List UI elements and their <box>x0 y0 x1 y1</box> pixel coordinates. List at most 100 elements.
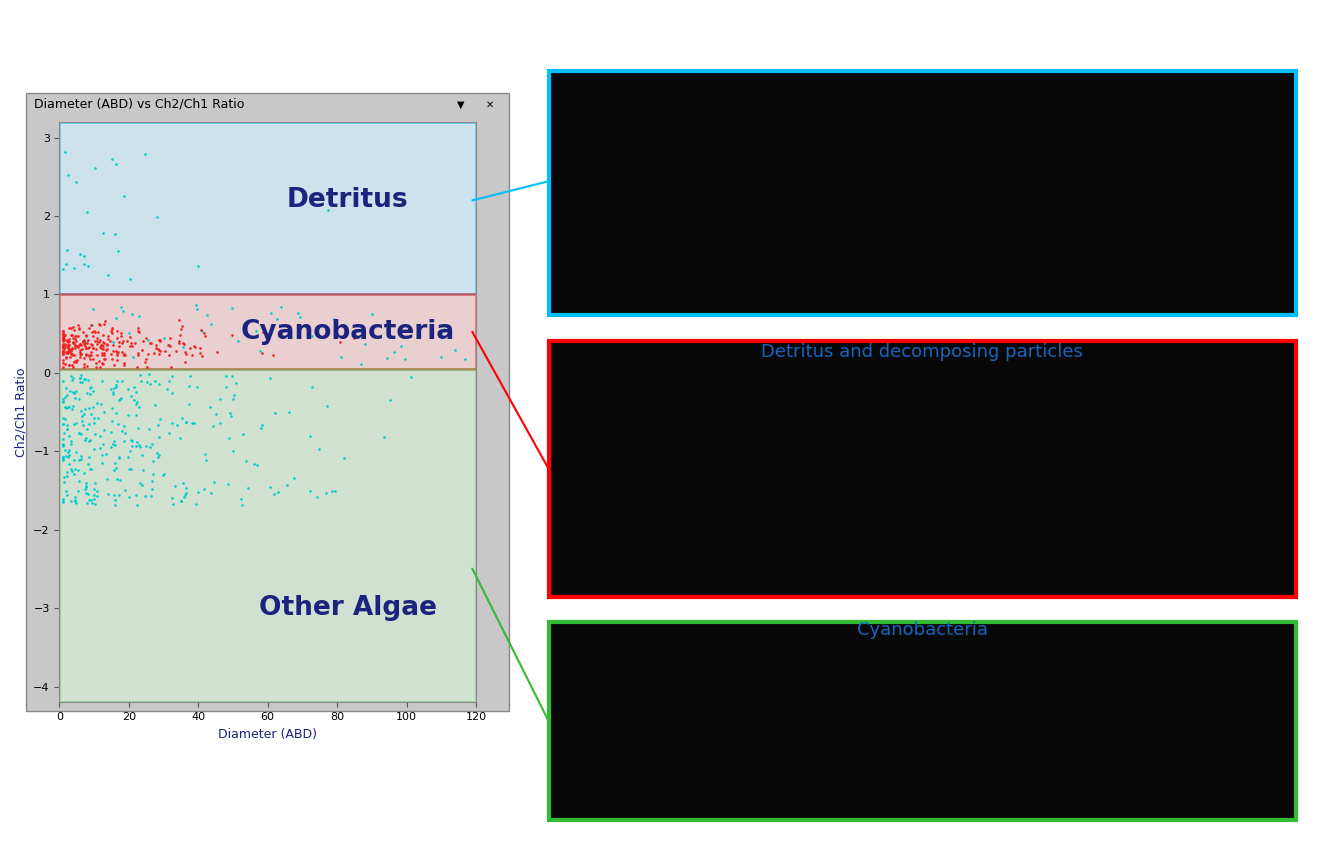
Point <box>103 463 124 476</box>
Point <box>106 461 127 474</box>
Point <box>263 348 284 362</box>
Point <box>159 426 180 440</box>
Point <box>279 405 300 419</box>
Point <box>61 343 82 357</box>
Point <box>112 335 134 348</box>
Point <box>54 413 75 426</box>
Point <box>59 350 81 363</box>
Point <box>75 329 97 342</box>
Point <box>82 352 103 366</box>
Point <box>79 352 100 366</box>
Point <box>56 401 77 415</box>
Point <box>375 352 397 365</box>
Point <box>90 397 111 410</box>
Point <box>57 465 78 479</box>
Point <box>118 450 139 463</box>
Point <box>74 333 95 346</box>
Point <box>93 346 114 360</box>
Point <box>144 374 165 388</box>
Point <box>108 451 130 464</box>
Point <box>53 340 74 353</box>
Point <box>301 380 323 394</box>
Point <box>74 357 95 371</box>
Point <box>106 311 127 325</box>
Point <box>102 387 123 400</box>
Point <box>94 424 115 437</box>
Point <box>344 331 365 345</box>
Point <box>148 418 169 431</box>
Point <box>222 444 243 458</box>
Point <box>91 447 112 461</box>
Point <box>53 439 74 452</box>
Point <box>77 333 98 346</box>
Point <box>59 448 81 462</box>
Point <box>128 400 149 414</box>
Point <box>61 463 82 476</box>
Point <box>127 346 148 360</box>
Point <box>144 398 165 411</box>
Point <box>100 382 122 395</box>
Point <box>66 415 87 429</box>
Point <box>430 350 451 363</box>
Point <box>65 333 86 346</box>
Point <box>89 335 110 348</box>
Point <box>270 300 291 314</box>
Point <box>79 382 100 395</box>
Point <box>127 436 148 449</box>
Point <box>90 318 111 331</box>
Point <box>61 369 82 383</box>
Point <box>86 396 107 410</box>
Point <box>148 342 169 356</box>
Text: ▼: ▼ <box>457 99 464 109</box>
Point <box>382 319 403 332</box>
Point <box>62 341 83 355</box>
Point <box>54 337 75 351</box>
Point <box>93 226 114 240</box>
Point <box>53 394 74 408</box>
Point <box>62 402 83 415</box>
Point <box>112 424 134 437</box>
Text: Detritus and decomposing particles: Detritus and decomposing particles <box>761 343 1083 361</box>
Point <box>395 352 416 366</box>
Point <box>140 489 161 503</box>
Point <box>82 341 103 355</box>
Point <box>69 426 90 440</box>
Point <box>173 337 194 351</box>
Point <box>107 324 128 337</box>
Point <box>53 492 74 505</box>
Point <box>148 431 169 444</box>
Point <box>167 418 188 431</box>
Point <box>110 300 131 314</box>
Point <box>53 374 74 388</box>
Point <box>126 489 147 502</box>
Point <box>128 348 149 362</box>
Point <box>221 328 242 341</box>
Text: Cyanobacteria: Cyanobacteria <box>857 621 988 638</box>
Point <box>73 335 94 348</box>
Point <box>70 375 91 389</box>
Point <box>97 342 118 356</box>
Point <box>131 478 152 491</box>
Point <box>112 348 134 362</box>
Point <box>58 341 79 354</box>
Point <box>159 374 180 388</box>
Point <box>53 337 74 351</box>
Point <box>53 495 74 509</box>
Point <box>90 442 111 455</box>
Point <box>53 347 74 361</box>
Point <box>65 463 86 476</box>
Point <box>135 440 156 453</box>
Point <box>114 189 135 203</box>
Point <box>85 161 106 175</box>
Point <box>56 350 77 363</box>
Point <box>333 451 354 464</box>
Point <box>66 355 87 368</box>
Point <box>58 451 79 464</box>
Point <box>223 389 245 402</box>
Point <box>53 395 74 409</box>
Point <box>209 392 230 405</box>
Point <box>70 372 91 385</box>
Point <box>118 327 139 341</box>
Point <box>103 489 124 502</box>
Point <box>116 334 137 347</box>
